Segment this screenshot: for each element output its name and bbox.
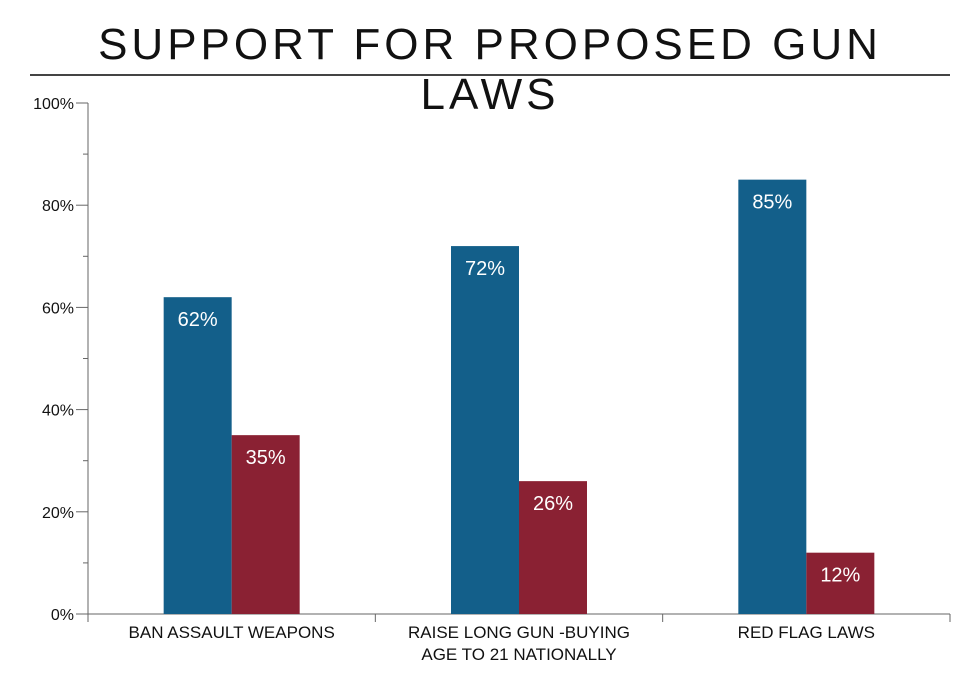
labels: 0% 20% 40% 60% 80% 100% 62% 35% BAN ASSAULT WEAP… <box>33 96 875 664</box>
bar-value-label: 35% <box>246 447 286 469</box>
category-label: BAN ASSAULT WEAPONS <box>129 623 335 642</box>
bar-value-label: 12% <box>820 565 860 587</box>
bar <box>738 179 807 614</box>
bar <box>231 435 300 614</box>
bar-value-label: 62% <box>178 309 218 331</box>
bar-value-label: 85% <box>752 192 792 214</box>
y-tick-label: 60% <box>42 300 74 317</box>
category-label: RAISE LONG GUN -BUYING <box>408 623 630 642</box>
y-tick-label: 40% <box>42 403 74 420</box>
bars <box>163 179 875 614</box>
y-tick-label: 100% <box>33 96 74 113</box>
chart-title: SUPPORT FOR PROPOSED GUN LAWS <box>98 20 882 119</box>
category-label: RED FLAG LAWS <box>738 623 875 642</box>
bar <box>519 481 587 614</box>
bar-value-label: 26% <box>533 493 573 515</box>
bar <box>451 246 519 614</box>
category-label: AGE TO 21 NATIONALLY <box>421 645 616 664</box>
y-tick-label: 0% <box>51 607 74 624</box>
bar <box>806 552 875 614</box>
y-tick-label: 80% <box>42 198 74 215</box>
bar-value-label: 72% <box>465 258 505 280</box>
bar <box>163 297 232 614</box>
y-tick-label: 20% <box>42 505 74 522</box>
title-divider <box>30 74 950 76</box>
